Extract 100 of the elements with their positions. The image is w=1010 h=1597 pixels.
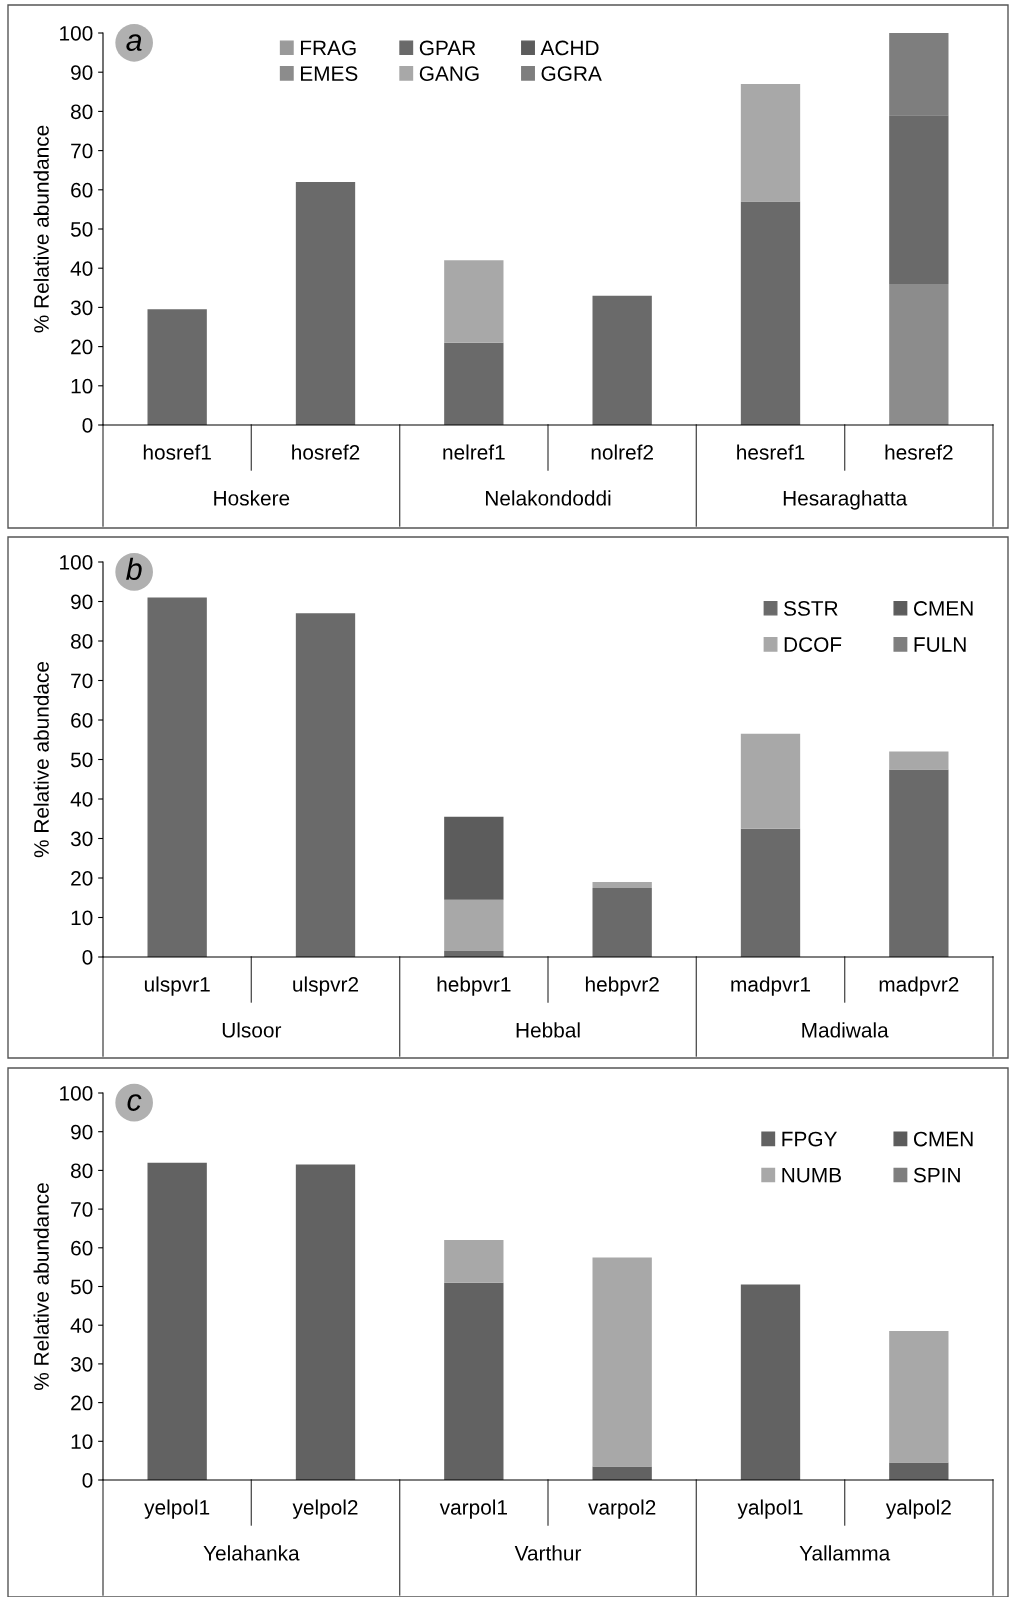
text: Varthur — [514, 1545, 582, 1561]
y-tick-label: 20 — [71, 871, 93, 886]
bar — [592, 881, 652, 888]
y-tick-label: 70 — [71, 673, 93, 689]
y-tick-label: 50 — [70, 222, 93, 237]
x-tick-label: nelref1 — [443, 444, 505, 460]
legend-label: ACHD — [540, 40, 599, 56]
y-tick-label: 100 — [60, 1086, 93, 1101]
y-tick-label: 10 — [71, 1434, 93, 1450]
y-tick-label: 70 — [71, 1202, 93, 1217]
bar — [592, 1257, 652, 1467]
y-tick-label: 70 — [71, 143, 93, 159]
x-tick-label: yelpol2 — [292, 1499, 358, 1519]
bar — [592, 295, 652, 425]
y-tick-label: 100 — [60, 26, 93, 41]
bar — [444, 899, 504, 952]
bar — [295, 1164, 356, 1480]
bar — [889, 33, 949, 116]
bar — [444, 342, 504, 425]
y-tick-label: 60 — [71, 182, 93, 198]
text: Ulsoor — [222, 1022, 282, 1038]
text: Hebbal — [516, 1022, 580, 1038]
x-tick-label: varpol2 — [588, 1499, 656, 1519]
bar — [295, 613, 356, 957]
bar — [740, 828, 801, 957]
y-tick-label: 80 — [71, 104, 93, 120]
y-axis-title: % Relative abundance — [33, 1183, 49, 1390]
bar — [444, 1240, 504, 1283]
bar — [592, 1466, 652, 1480]
chart-title: b — [126, 557, 142, 581]
bar — [740, 83, 801, 202]
y-axis-title: % Relative abundance — [33, 125, 49, 333]
legend-label: FRAG — [300, 40, 356, 56]
bar — [889, 115, 949, 284]
y-tick-label: 40 — [70, 792, 93, 807]
y-tick-label: 40 — [70, 1318, 93, 1333]
legend-label: CMEN — [913, 601, 973, 616]
text: Yallamma — [799, 1545, 891, 1561]
text: Madiwala — [802, 1022, 889, 1038]
legend-label: SPIN — [913, 1167, 960, 1183]
x-tick-label: yalpol1 — [737, 1499, 803, 1519]
x-tick-label: madpvr2 — [879, 976, 959, 996]
text: Hesaraghatta — [783, 490, 908, 510]
y-axis-title: % Relative abundace — [33, 661, 49, 858]
y-tick-label: 50 — [70, 752, 93, 768]
y-tick-label: 80 — [71, 1163, 93, 1179]
legend-label: SSTR — [784, 601, 838, 616]
y-tick-label: 100 — [60, 555, 93, 570]
bar — [740, 201, 801, 425]
bar — [147, 309, 207, 425]
text: Hoskere — [214, 490, 290, 506]
y-tick-label: 60 — [71, 1240, 93, 1256]
legend-label: FULN — [914, 637, 966, 652]
y-tick-label: 90 — [71, 594, 93, 610]
legend-label: GGRA — [541, 66, 602, 81]
legend-label: CMEN — [913, 1131, 973, 1147]
y-tick-label: 0 — [82, 950, 93, 965]
y-tick-label: 10 — [71, 910, 93, 926]
bar — [889, 769, 949, 957]
bar — [889, 283, 949, 425]
bar — [740, 1284, 801, 1480]
x-tick-label: hosref2 — [292, 444, 360, 460]
y-tick-label: 10 — [71, 378, 93, 394]
x-tick-label: ulspvr1 — [144, 976, 210, 996]
bar — [295, 181, 356, 425]
legend-label: EMES — [300, 66, 358, 81]
y-tick-label: 0 — [82, 1473, 93, 1488]
bar — [889, 1462, 949, 1480]
bar — [444, 260, 504, 343]
y-tick-label: 40 — [70, 261, 93, 276]
chart-title: c — [127, 1094, 142, 1111]
y-tick-label: 30 — [70, 1356, 93, 1372]
y-tick-label: 30 — [70, 300, 93, 316]
y-tick-label: 80 — [71, 634, 93, 649]
y-tick-label: 20 — [71, 339, 93, 355]
x-tick-label: varpol1 — [439, 1499, 507, 1519]
bar — [444, 1282, 504, 1480]
legend-label: GPAR — [419, 40, 476, 56]
y-tick-label: 60 — [71, 713, 93, 728]
y-tick-label: 20 — [71, 1395, 93, 1411]
y-tick-label: 30 — [70, 831, 93, 847]
text: Nelakondoddi — [486, 490, 611, 506]
x-tick-label: nolref2 — [591, 444, 653, 460]
x-tick-label: hesref1 — [737, 444, 805, 460]
x-tick-label: yelpol1 — [144, 1499, 210, 1519]
y-tick-label: 0 — [82, 418, 93, 433]
legend-label: GANG — [419, 66, 479, 81]
bar — [147, 597, 207, 957]
legend-label: DCOF — [784, 637, 842, 652]
bar — [740, 733, 801, 829]
x-tick-label: hebpvr2 — [585, 976, 659, 996]
y-tick-label: 90 — [71, 65, 93, 80]
bar — [889, 1331, 949, 1463]
bar — [592, 887, 652, 957]
x-tick-label: hebpvr1 — [437, 976, 511, 996]
y-tick-label: 50 — [70, 1279, 93, 1295]
x-tick-label: ulspvr2 — [293, 976, 359, 996]
legend-label: NUMB — [782, 1167, 841, 1183]
x-tick-label: madpvr1 — [731, 976, 811, 996]
bar — [147, 1162, 207, 1480]
